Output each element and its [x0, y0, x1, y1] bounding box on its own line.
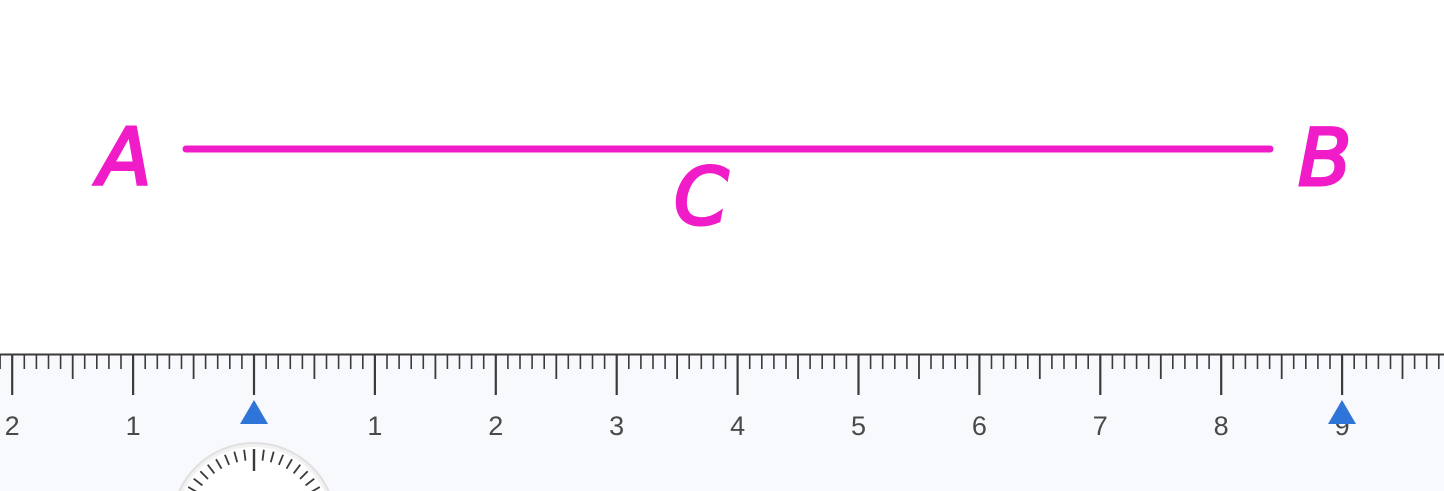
protractor-tick — [224, 454, 230, 466]
ruler-number-label: 4 — [730, 411, 745, 441]
protractor-tick — [285, 458, 293, 470]
protractor-tick — [199, 470, 209, 480]
segment-c-label: C — [674, 153, 729, 243]
protractor-tick — [243, 449, 247, 461]
ruler-start-marker[interactable] — [240, 400, 268, 424]
protractor-tick — [261, 449, 265, 461]
protractor-tick — [278, 454, 284, 466]
protractor-tick — [233, 451, 239, 463]
drawing-layer: A B C — [92, 112, 1354, 245]
protractor-tick — [269, 451, 275, 463]
point-b-label: B — [1298, 114, 1352, 204]
protractor-tick — [206, 464, 216, 474]
protractor-tick — [311, 486, 321, 491]
protractor-tick — [187, 486, 197, 491]
ruler-ticks — [0, 355, 1440, 395]
ruler-number-label: 2 — [488, 411, 503, 441]
ruler-end-marker[interactable] — [1328, 400, 1356, 424]
protractor-tick — [299, 470, 309, 480]
protractor-tick — [193, 477, 203, 487]
ruler-number-label: 5 — [851, 411, 866, 441]
ruler-number-label: 7 — [1093, 411, 1108, 441]
ruler-number-label: 6 — [972, 411, 987, 441]
ruler-number-label: 1 — [126, 411, 141, 441]
protractor-dial-icon[interactable] — [172, 442, 336, 491]
protractor-tick — [305, 477, 315, 487]
protractor-tick — [215, 458, 223, 470]
ruler-number-label: 3 — [609, 411, 624, 441]
protractor-dial-ticks — [187, 449, 321, 491]
protractor-tick — [292, 464, 302, 474]
point-a-label: A — [93, 113, 151, 203]
ruler-number-label: 2 — [5, 411, 20, 441]
ruler-number-label: 8 — [1214, 411, 1229, 441]
ruler-number-label: 1 — [367, 411, 382, 441]
